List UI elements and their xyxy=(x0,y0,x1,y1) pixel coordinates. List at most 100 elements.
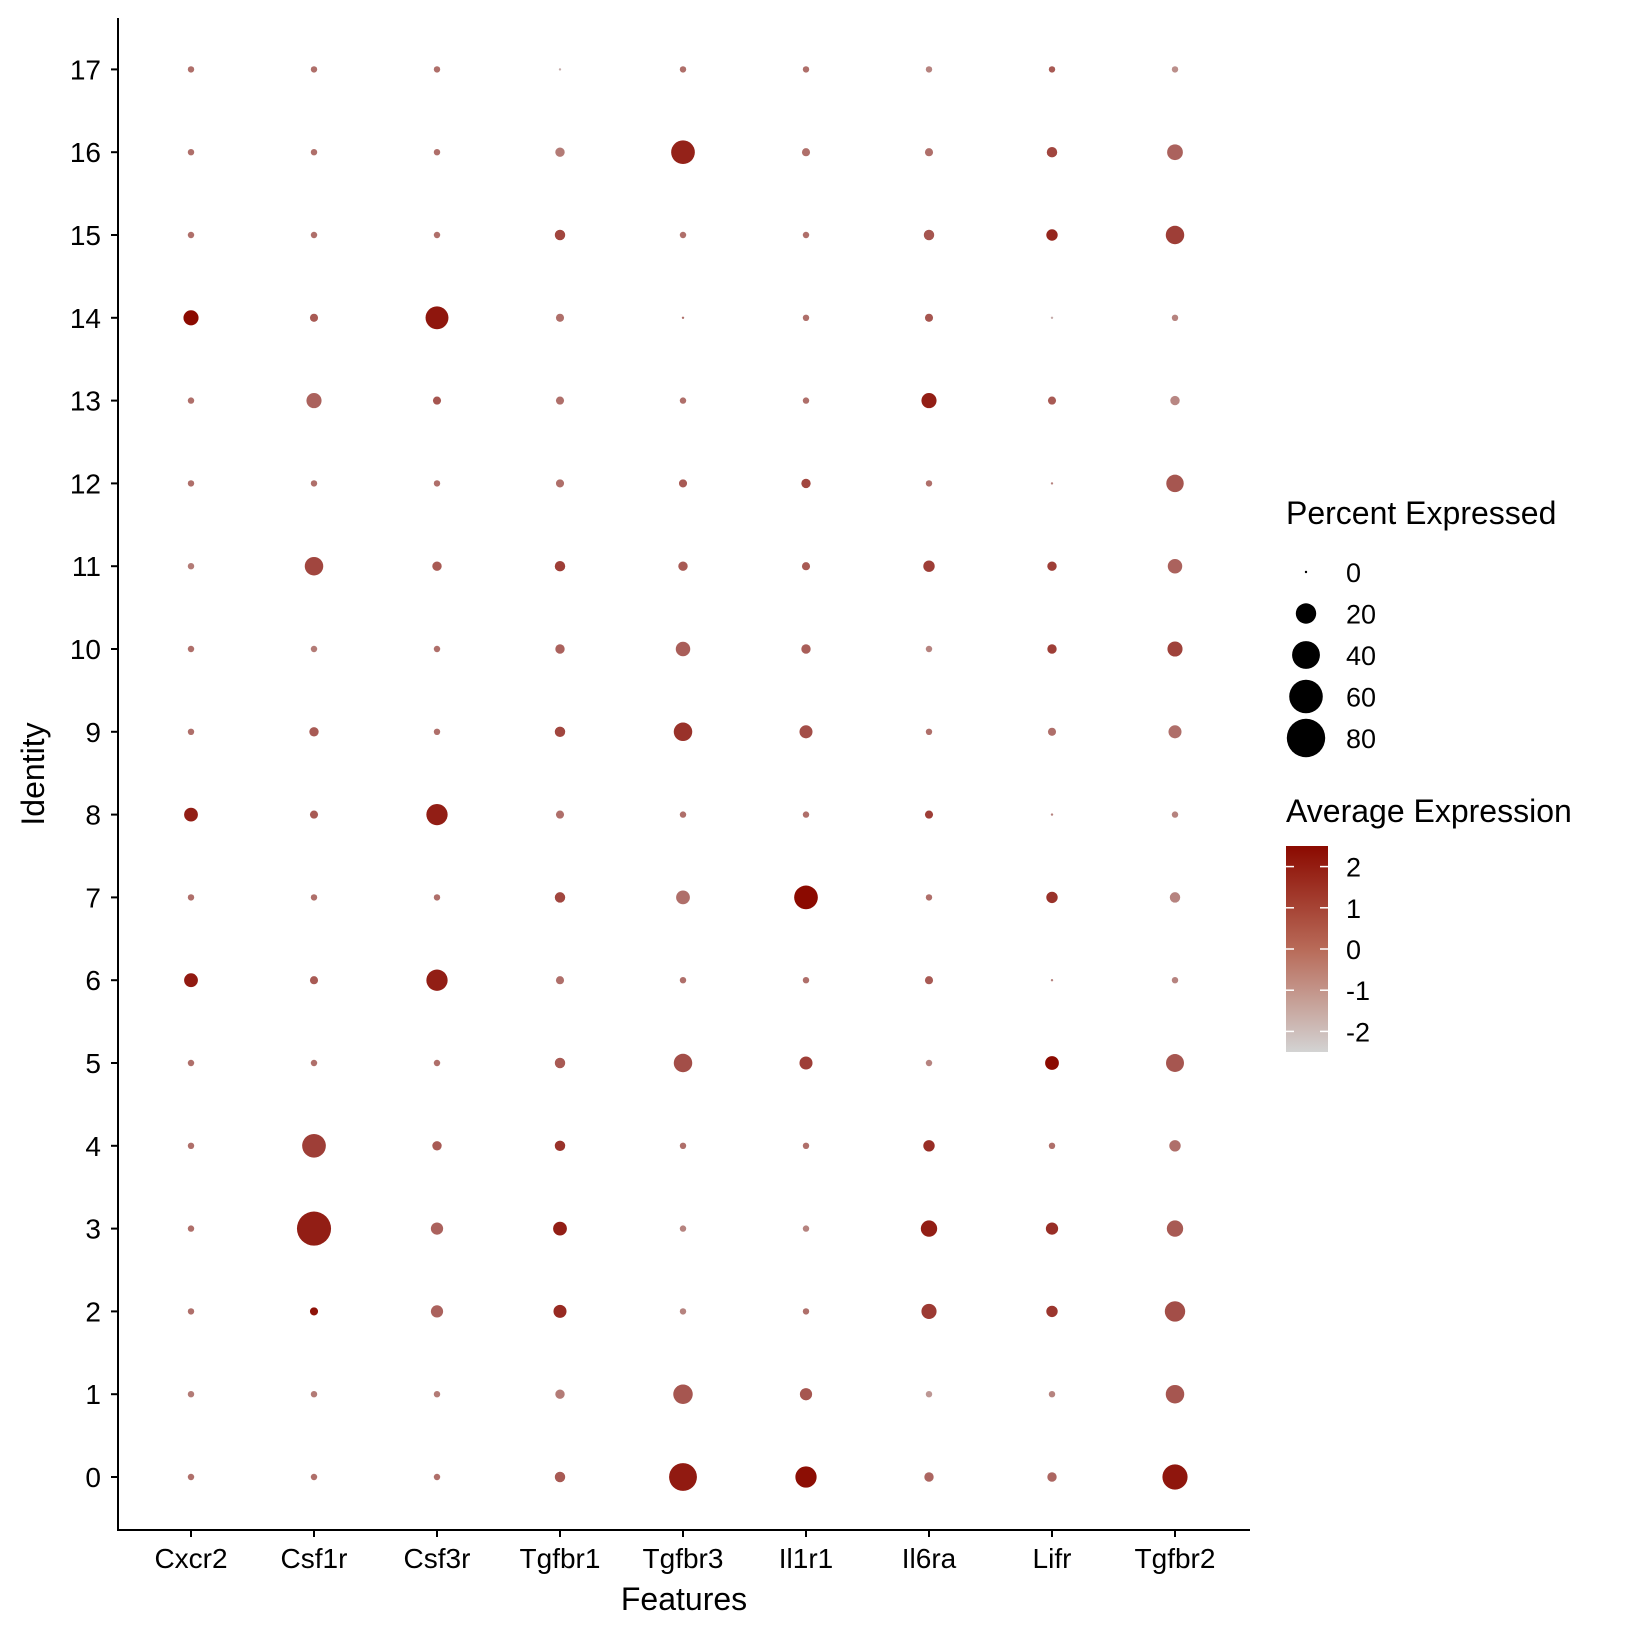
dot-Il6ra-13 xyxy=(921,393,937,409)
color-legend-label: -2 xyxy=(1346,1017,1370,1047)
dot-Cxcr2-9 xyxy=(187,728,195,736)
dot-Il1r1-5 xyxy=(799,1056,813,1070)
color-legend-label: -1 xyxy=(1346,976,1370,1006)
dot-Il6ra-17 xyxy=(925,66,933,73)
dot-Csf3r-12 xyxy=(433,480,441,487)
dot-Il1r1-13 xyxy=(802,397,810,404)
dot-Il6ra-7 xyxy=(925,894,933,901)
y-tick-label: 3 xyxy=(85,1214,101,1245)
dot-Cxcr2-17 xyxy=(187,66,195,73)
x-tick-label: Il1r1 xyxy=(779,1543,833,1574)
dot-Il1r1-3 xyxy=(802,1225,810,1232)
dot-Il1r1-10 xyxy=(801,644,811,654)
dot-Csf1r-17 xyxy=(310,66,318,73)
size-legend-dot xyxy=(1295,603,1317,624)
dot-Tgfbr1-11 xyxy=(554,560,566,572)
dot-Il1r1-15 xyxy=(802,231,810,239)
dot-Il6ra-15 xyxy=(923,229,935,241)
dot-Lifr-1 xyxy=(1048,1390,1056,1398)
y-tick-label: 9 xyxy=(85,717,101,748)
dot-Il6ra-12 xyxy=(925,480,933,487)
x-tick-label: Lifr xyxy=(1033,1543,1072,1574)
dot-Tgfbr3-8 xyxy=(679,811,687,818)
dot-Lifr-15 xyxy=(1046,229,1058,241)
dot-Lifr-11 xyxy=(1047,561,1057,571)
dot-Tgfbr2-10 xyxy=(1167,641,1183,657)
dot-Csf3r-10 xyxy=(433,645,441,653)
dot-Tgfbr1-5 xyxy=(554,1057,566,1069)
dot-Lifr-5 xyxy=(1045,1056,1059,1070)
dot-Lifr-13 xyxy=(1047,396,1057,405)
dot-Il6ra-11 xyxy=(923,560,935,572)
dot-Csf1r-4 xyxy=(302,1133,326,1158)
dot-Tgfbr3-6 xyxy=(679,976,687,984)
dot-Cxcr2-7 xyxy=(187,894,195,901)
dot-Tgfbr3-13 xyxy=(679,397,687,404)
dot-Csf3r-13 xyxy=(432,396,442,405)
size-legend: Percent Expressed 0 20 40 60 80 xyxy=(1286,495,1556,758)
size-legend-label: 80 xyxy=(1346,724,1376,754)
dot-Lifr-7 xyxy=(1046,891,1058,904)
color-legend-label: 2 xyxy=(1346,853,1361,883)
dot-Csf3r-17 xyxy=(433,66,441,73)
dot-Lifr-8 xyxy=(1050,813,1054,816)
x-tick-label: Cxcr2 xyxy=(154,1543,227,1574)
x-tick-label: Csf3r xyxy=(404,1543,471,1574)
size-legend-dot xyxy=(1286,718,1326,758)
dot-Csf3r-5 xyxy=(433,1059,441,1067)
dot-Csf1r-1 xyxy=(310,1390,318,1398)
dot-Tgfbr3-11 xyxy=(678,561,688,571)
dot-Lifr-6 xyxy=(1050,979,1054,982)
dot-Tgfbr1-14 xyxy=(555,313,565,322)
y-tick-label: 17 xyxy=(70,54,101,85)
dot-Tgfbr3-17 xyxy=(679,66,687,73)
dot-Tgfbr3-3 xyxy=(679,1225,687,1232)
size-legend-label: 60 xyxy=(1346,683,1376,713)
dot-Il1r1-12 xyxy=(801,478,811,489)
size-legend-title: Percent Expressed xyxy=(1286,495,1556,531)
y-tick-label: 5 xyxy=(85,1048,101,1079)
dot-Il6ra-10 xyxy=(925,645,933,653)
size-legend-dot xyxy=(1304,570,1308,574)
dot-Csf3r-0 xyxy=(433,1473,441,1481)
dot-Tgfbr2-0 xyxy=(1162,1464,1188,1490)
dot-Csf3r-9 xyxy=(433,728,441,736)
size-legend-label: 20 xyxy=(1346,600,1376,630)
dot-Tgfbr3-15 xyxy=(679,231,687,239)
dot-Tgfbr2-7 xyxy=(1169,892,1181,903)
y-tick-label: 7 xyxy=(85,882,101,913)
dot-Tgfbr2-6 xyxy=(1171,976,1179,984)
y-tick-label: 15 xyxy=(70,220,101,251)
dot-Il6ra-3 xyxy=(920,1220,938,1237)
dot-Tgfbr1-6 xyxy=(555,976,565,985)
dot-Cxcr2-0 xyxy=(187,1473,195,1481)
dot-Csf3r-2 xyxy=(430,1305,444,1318)
dot-Cxcr2-11 xyxy=(187,562,195,570)
y-tick-label: 0 xyxy=(85,1462,101,1493)
dot-Tgfbr1-12 xyxy=(555,479,565,488)
y-tick-label: 11 xyxy=(72,551,101,582)
dot-Csf3r-6 xyxy=(426,969,448,991)
dot-Tgfbr3-9 xyxy=(673,722,693,742)
dot-Csf3r-1 xyxy=(433,1390,441,1398)
dot-Cxcr2-16 xyxy=(187,148,195,156)
y-tick-label: 1 xyxy=(85,1379,101,1410)
dot-Lifr-4 xyxy=(1048,1142,1056,1150)
dot-Csf1r-15 xyxy=(310,231,318,239)
dot-Tgfbr3-14 xyxy=(681,316,685,319)
dot-Csf1r-0 xyxy=(310,1473,318,1481)
dot-Il1r1-1 xyxy=(799,1388,813,1401)
x-tick-label: Tgfbr3 xyxy=(643,1543,724,1574)
dot-Csf1r-12 xyxy=(310,480,318,487)
size-legend-label: 40 xyxy=(1346,641,1376,671)
dot-Csf1r-2 xyxy=(309,1307,319,1316)
dot-Il1r1-9 xyxy=(799,725,813,739)
dot-Csf1r-14 xyxy=(309,313,319,322)
dot-Csf1r-13 xyxy=(306,393,322,409)
size-legend-label: 0 xyxy=(1346,558,1361,588)
dot-Tgfbr1-1 xyxy=(555,1389,565,1399)
dot-Cxcr2-2 xyxy=(187,1308,195,1315)
x-axis-title: Features xyxy=(621,1581,747,1617)
